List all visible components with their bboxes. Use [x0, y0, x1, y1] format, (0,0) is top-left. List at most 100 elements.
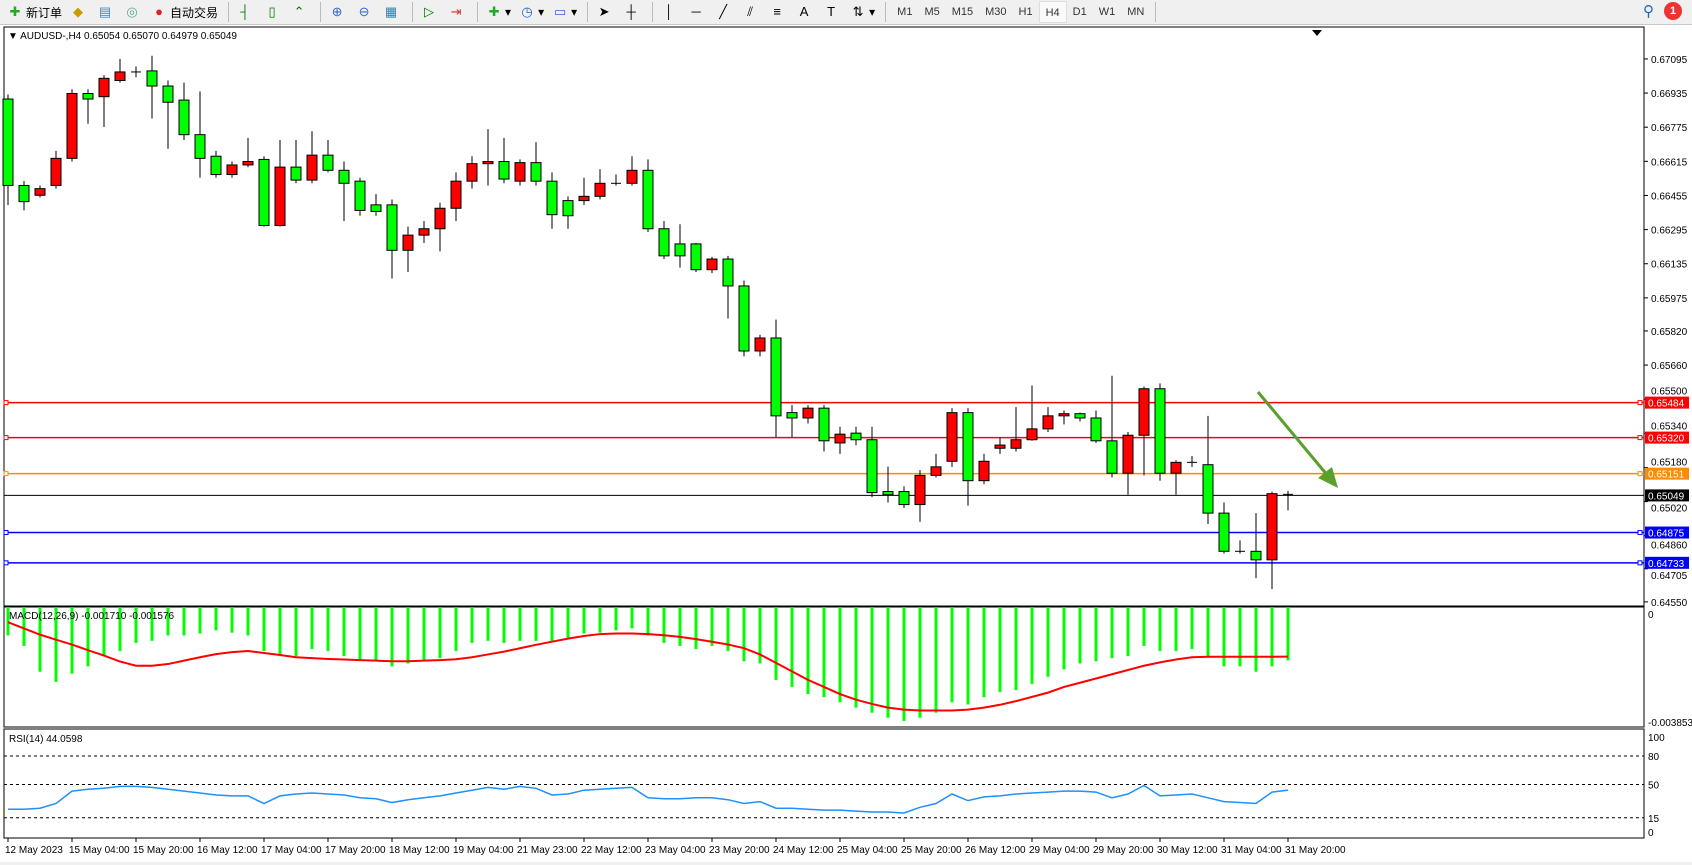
level-handle [1637, 400, 1643, 406]
chart-shift-marker[interactable] [1312, 30, 1322, 36]
candle [786, 405, 798, 438]
horizontal-line-button[interactable]: ─ [685, 1, 710, 23]
separator [477, 2, 479, 22]
timeframe-w1[interactable]: W1 [1098, 6, 1116, 18]
indicators-button[interactable]: ✚ ▾ [483, 1, 514, 23]
candle [994, 437, 1006, 454]
new-order-button[interactable]: ✚ 新订单 [4, 1, 65, 23]
level-handle [1637, 471, 1643, 477]
candle [1218, 502, 1230, 554]
candle [1202, 415, 1214, 524]
macd-histogram-bar [678, 607, 682, 646]
macd-histogram-bar [854, 607, 858, 708]
ohlc-values: 0.65054 0.65070 0.64979 0.65049 [84, 31, 237, 42]
macd-histogram-bar [950, 607, 954, 703]
zoom-in-button[interactable]: ⊕ [326, 1, 351, 23]
macd-histogram-bar [310, 607, 314, 650]
macd-histogram-bar [198, 607, 202, 634]
candle [738, 280, 750, 357]
time-tick-label: 31 May 04:00 [1221, 845, 1282, 856]
vertical-line-button[interactable]: │ [658, 1, 683, 23]
chart-window[interactable]: 0.67095 0.66935 0.66775 0.66615 0.66455 0.662… [0, 25, 1692, 862]
candle [882, 466, 894, 503]
notification-badge[interactable]: 1 [1664, 2, 1682, 20]
timeframe-m5[interactable]: M5 [924, 6, 940, 18]
line-chart-button[interactable]: ⌃ [288, 1, 313, 23]
candle-body [50, 157, 62, 186]
level-handle [3, 560, 9, 566]
zoom-out-icon: ⊖ [358, 4, 370, 19]
chart-canvas[interactable]: 0.67095 0.66935 0.66775 0.66615 0.66455 0.662… [0, 25, 1692, 862]
candle [914, 470, 926, 522]
candle-body [1010, 439, 1022, 449]
tile-windows-button[interactable]: ▦ [380, 1, 405, 23]
timeframe-mn[interactable]: MN [1127, 6, 1145, 18]
candle [322, 140, 334, 173]
signals-button[interactable]: ◎ [121, 1, 146, 23]
timeframe-m15[interactable]: M15 [951, 6, 974, 18]
candle-body [546, 180, 558, 216]
text-label-button[interactable]: T [820, 1, 845, 23]
market-watch-button[interactable]: ◆ [67, 1, 92, 23]
timeframe-h1[interactable]: H1 [1018, 6, 1033, 18]
price-tick-label: 0.65020 [1651, 503, 1688, 514]
trendline-button[interactable]: ╱ [712, 1, 737, 23]
price-tick-label: 0.65820 [1651, 327, 1688, 338]
candle-body [754, 337, 766, 352]
time-tick-label: 25 May 04:00 [837, 845, 898, 856]
candle-body [834, 433, 846, 444]
timeframe-m30[interactable]: M30 [985, 6, 1007, 18]
cursor-button[interactable]: ➤ [593, 1, 618, 23]
macd-histogram-bar [1238, 607, 1242, 667]
timeframe-m1[interactable]: M1 [897, 6, 913, 18]
candle-body [802, 407, 814, 419]
macd-histogram-bar [534, 607, 538, 641]
templates-button[interactable]: ▭ ▾ [553, 4, 578, 19]
text-button[interactable]: A [793, 1, 818, 23]
candle [194, 91, 206, 178]
periods-button[interactable]: ◷ ▾ [516, 1, 547, 23]
candle [290, 140, 302, 184]
candle [930, 453, 942, 478]
auto-scroll-button[interactable]: ▷ [418, 1, 443, 23]
candle [562, 196, 574, 229]
candle [658, 221, 670, 260]
candle-body [1106, 440, 1118, 474]
down-arrow-annotation[interactable] [1256, 391, 1338, 488]
auto-trading-button[interactable]: ● 自动交易 [148, 1, 221, 23]
candle-body [354, 180, 366, 211]
candle [611, 174, 621, 186]
candle [578, 177, 590, 205]
timeframe-h4[interactable]: H4 [1038, 1, 1067, 23]
macd-histogram-bar [726, 607, 730, 652]
time-tick-label: 17 May 04:00 [261, 845, 322, 856]
search-icon[interactable]: ⚲ [1643, 3, 1654, 20]
macd-histogram-bar [150, 607, 154, 641]
timeframe-d1[interactable]: D1 [1072, 6, 1087, 18]
chart-shift-button[interactable]: ⇥ [445, 1, 470, 23]
macd-histogram-bar [358, 607, 362, 660]
candle-body [242, 161, 254, 166]
macd-histogram-bar [486, 607, 490, 641]
macd-tick-label: 0 [1648, 610, 1654, 621]
candle-body [850, 432, 862, 441]
fibonacci-button[interactable]: ≡ [766, 1, 791, 23]
macd-histogram-bar [54, 607, 58, 682]
macd-histogram-bar [230, 607, 234, 633]
bar-chart-button[interactable]: ┤ [234, 1, 259, 23]
macd-histogram-bar [966, 607, 970, 705]
zoom-out-button[interactable]: ⊖ [353, 1, 378, 23]
equidistant-channel-button[interactable]: ⫽ [739, 1, 764, 23]
arrows-button[interactable]: ⇅ ▾ [847, 1, 878, 23]
navigator-button[interactable]: ▤ [94, 1, 119, 23]
candle [514, 159, 526, 186]
candlestick-button[interactable]: ▯ [261, 1, 286, 23]
candle [418, 221, 430, 243]
macd-label: MACD(12,26,9) -0.001710 -0.001576 [9, 611, 175, 622]
macd-histogram-bar [822, 607, 826, 698]
crosshair-button[interactable]: ┼ [620, 1, 645, 23]
candle-body [18, 184, 30, 203]
candle-body [290, 166, 302, 181]
price-tick-label: 0.65500 [1651, 387, 1688, 398]
navigator-icon: ▤ [98, 4, 112, 19]
